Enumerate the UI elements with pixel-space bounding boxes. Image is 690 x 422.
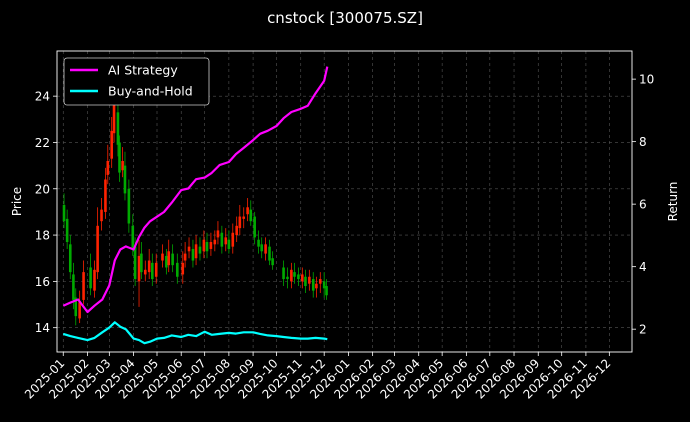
candle-body (72, 274, 75, 300)
candle-body (89, 267, 92, 289)
candle-body (325, 286, 328, 296)
plot-frame (56, 50, 633, 353)
candle-body (304, 276, 307, 287)
candle-body (297, 274, 300, 280)
y-tick-label: 22 (35, 136, 50, 150)
candle-body (62, 204, 66, 222)
candle-body (165, 255, 168, 268)
candle-body (246, 207, 249, 215)
candle-body (290, 269, 293, 282)
candle-body (131, 225, 135, 249)
candle-body (311, 279, 315, 291)
y-tick-label: 20 (35, 182, 50, 196)
candle-body (213, 239, 217, 245)
candle-body (249, 209, 253, 222)
candle-body (198, 246, 202, 254)
candle-body (176, 262, 179, 277)
candle-body (286, 276, 289, 280)
y-tick-label: 18 (35, 229, 50, 243)
y2-tick-label: 10 (639, 73, 654, 87)
candle-body (110, 130, 113, 159)
candle-body (116, 112, 120, 145)
legend-label-ai-strategy: AI Strategy (108, 63, 178, 78)
candle-body (268, 246, 271, 261)
candle-body (127, 188, 131, 224)
legend-label-buy-and-hold: Buy-and-Hold (108, 84, 193, 99)
candle-body (301, 274, 304, 282)
y-axis-label: Price (10, 187, 24, 216)
candle-body (238, 216, 242, 229)
candle-body (264, 244, 267, 254)
y2-axis-label: Return (666, 182, 680, 222)
candle-body (216, 230, 220, 238)
candle-body (118, 142, 121, 173)
candle-body (293, 272, 296, 277)
candle-body (187, 246, 191, 252)
candle-body (74, 297, 78, 317)
candle-body (96, 225, 99, 273)
y-tick-label: 16 (35, 275, 50, 289)
y2-tick-label: 2 (639, 323, 647, 337)
candle-body (315, 283, 318, 289)
candle-body (271, 258, 274, 266)
candle-body (260, 244, 263, 252)
candle-body (137, 255, 141, 282)
candle-body (106, 160, 110, 175)
candle-body (231, 232, 235, 247)
candle-body (209, 242, 213, 249)
y-tick-label: 14 (35, 321, 50, 335)
candle-body (82, 272, 85, 300)
candle-body (68, 244, 72, 273)
candle-body (235, 225, 238, 236)
series-line-ai-strategy (62, 66, 329, 314)
y-axis-right: 2 4 6 8 10 (632, 73, 654, 337)
candle-body (167, 251, 171, 266)
candle-body (161, 253, 164, 261)
candle-body (171, 253, 174, 266)
return-series (62, 66, 329, 345)
candle-body (133, 246, 137, 280)
candle-body (282, 267, 285, 280)
candle-body (257, 239, 260, 247)
candle-body (227, 239, 231, 249)
candle-body (151, 262, 154, 280)
candle-body (202, 239, 206, 252)
candle-body (220, 232, 224, 247)
candle-body (322, 281, 326, 289)
y-axis-left: 14 16 18 20 22 24 (35, 90, 57, 335)
candle-body (104, 179, 107, 212)
candle-body (147, 260, 151, 273)
series-line-buy-and-hold (62, 321, 328, 345)
candle-body (154, 262, 158, 277)
chart-title: cnstock [300075.SZ] (267, 9, 423, 27)
candle-body (100, 209, 103, 222)
y2-tick-label: 6 (639, 198, 647, 212)
candle-body (224, 237, 228, 245)
y2-tick-label: 4 (639, 260, 647, 274)
candle-body (93, 269, 96, 291)
candle-body (65, 218, 69, 243)
candle-body (242, 216, 246, 219)
candle-body (143, 269, 147, 275)
candle-body (140, 253, 143, 273)
candle-body (112, 105, 116, 134)
candle-body (205, 242, 209, 252)
legend: AI Strategy Buy-and-Hold (63, 57, 210, 106)
y2-tick-label: 8 (639, 135, 647, 149)
candle-body (308, 276, 311, 284)
candle-body (253, 216, 256, 238)
candle-body (183, 253, 187, 261)
candle-body (181, 262, 185, 275)
y-tick-label: 24 (35, 90, 50, 104)
candle-body (318, 279, 322, 284)
candle-body (78, 302, 81, 319)
candle-body (121, 160, 124, 171)
candle-body (194, 244, 198, 259)
candle-body (191, 248, 195, 261)
legend-box (63, 57, 210, 106)
candle-body (123, 165, 127, 194)
